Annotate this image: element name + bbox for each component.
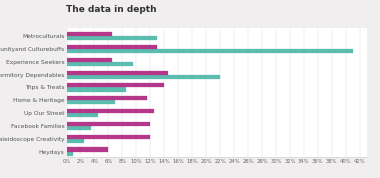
Bar [66, 45, 157, 49]
Bar [66, 100, 116, 104]
Bar [66, 139, 84, 143]
Bar [66, 36, 157, 40]
Bar [66, 87, 126, 91]
Bar [66, 151, 73, 156]
Bar [66, 147, 108, 151]
Bar [66, 70, 168, 75]
Bar [66, 49, 353, 53]
Bar [66, 75, 220, 79]
Bar [66, 135, 150, 139]
Legend: % of Bookers, % of Households: % of Bookers, % of Households [155, 176, 279, 178]
Bar [66, 58, 112, 62]
Bar [66, 83, 164, 87]
Bar [66, 122, 150, 126]
Bar [66, 96, 147, 100]
Bar [66, 113, 98, 117]
Bar [66, 126, 91, 130]
Text: The data in depth: The data in depth [66, 5, 157, 14]
Bar [66, 109, 154, 113]
Bar [66, 62, 133, 66]
Bar [66, 32, 112, 36]
